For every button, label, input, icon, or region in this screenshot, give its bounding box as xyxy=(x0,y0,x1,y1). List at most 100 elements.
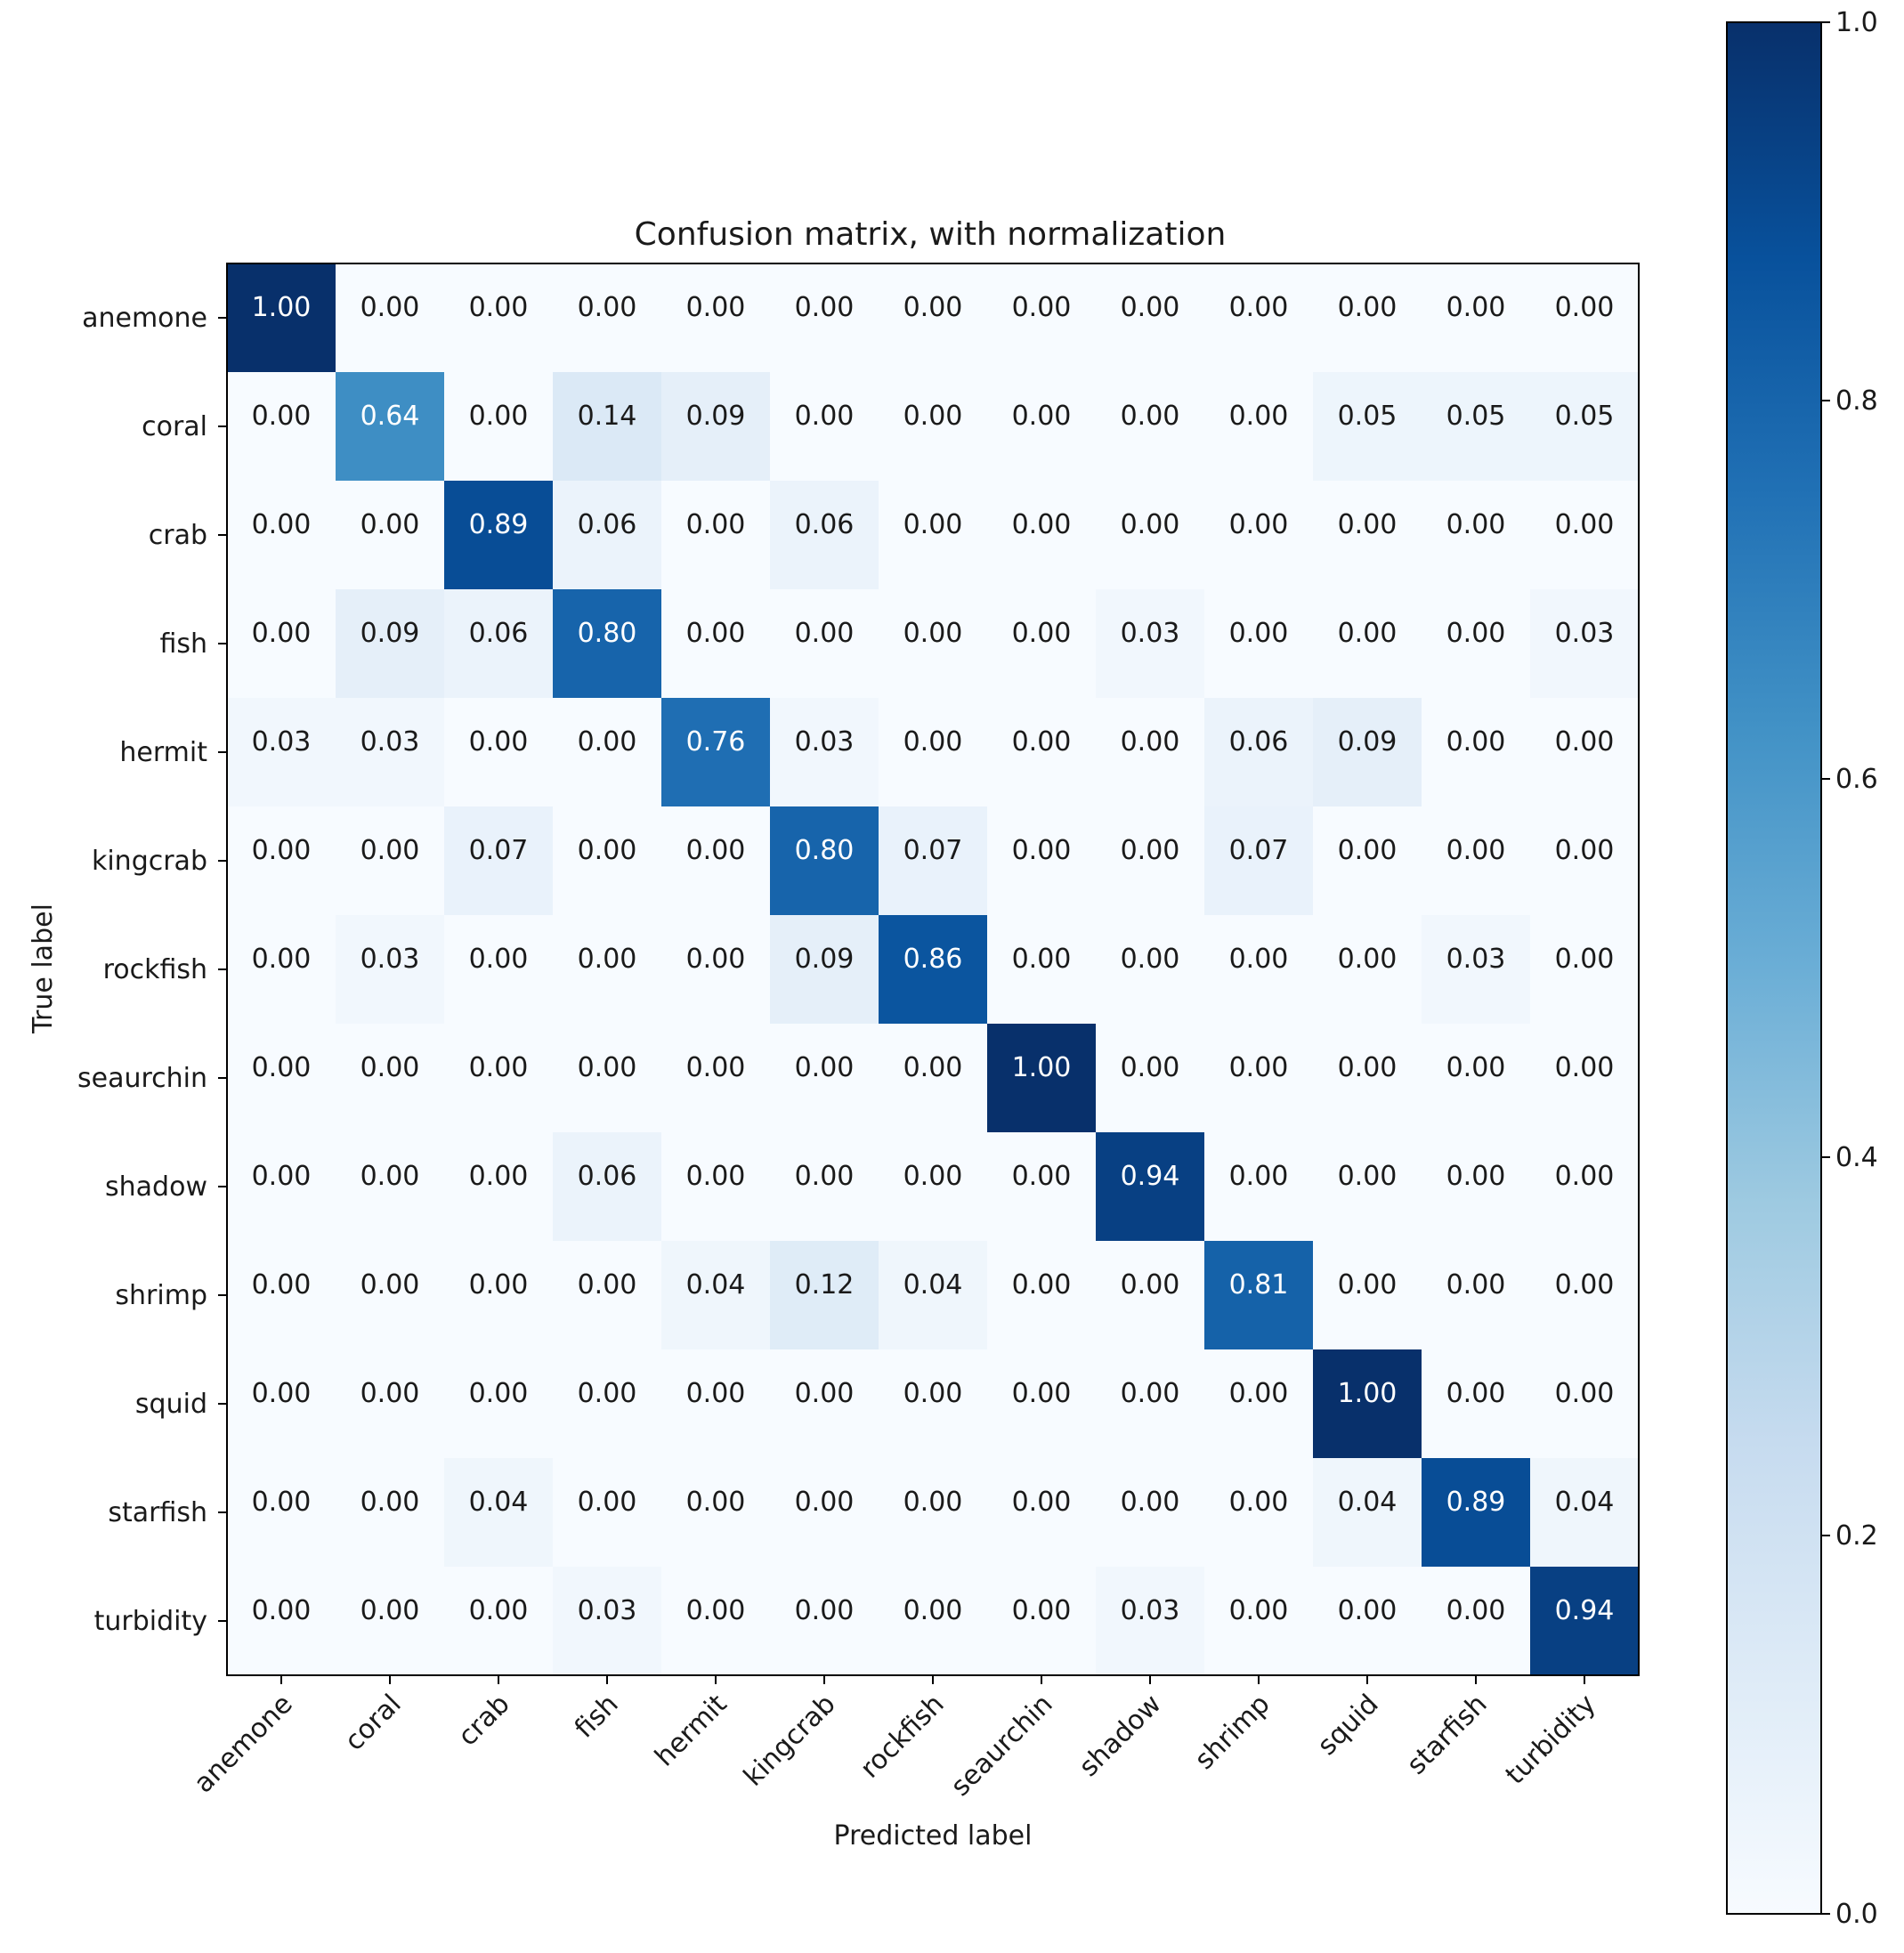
matrix-cell-label: 0.00 xyxy=(252,1595,312,1626)
matrix-cell xyxy=(661,1024,771,1133)
matrix-cell xyxy=(661,1567,771,1676)
matrix-cell-label: 0.00 xyxy=(469,1378,529,1409)
matrix-cell-label: 0.00 xyxy=(1012,1269,1072,1301)
matrix-cell xyxy=(987,1241,1097,1350)
matrix-cell-label: 0.00 xyxy=(1338,944,1398,975)
matrix-cell-label: 0.00 xyxy=(903,1487,963,1518)
colorbar-tick-label: 1.0 xyxy=(1835,7,1878,38)
matrix-cell xyxy=(661,1241,771,1350)
matrix-cell xyxy=(661,1458,771,1568)
matrix-cell-label: 0.00 xyxy=(361,292,420,323)
matrix-cell xyxy=(1422,698,1531,807)
x-tick-label: kingcrab xyxy=(738,1689,842,1793)
matrix-cell xyxy=(1204,1241,1314,1350)
matrix-cell-label: 0.05 xyxy=(1446,401,1506,432)
matrix-cell xyxy=(1422,1241,1531,1350)
matrix-cell-label: 0.00 xyxy=(1555,1161,1615,1192)
matrix-cell xyxy=(1313,915,1422,1025)
matrix-cell xyxy=(336,1241,445,1350)
matrix-cell-label: 0.00 xyxy=(1012,1378,1072,1409)
y-tick-label: kingcrab xyxy=(92,846,207,877)
x-tick-label: coral xyxy=(339,1689,408,1757)
matrix-cell xyxy=(444,1567,554,1676)
matrix-cell xyxy=(1422,372,1531,482)
matrix-cell xyxy=(336,1567,445,1676)
matrix-cell-label: 0.00 xyxy=(1229,1161,1289,1192)
matrix-cell-label: 0.03 xyxy=(252,726,312,758)
matrix-cell xyxy=(1096,372,1205,482)
matrix-cell xyxy=(227,1567,336,1676)
matrix-cell xyxy=(1313,589,1422,699)
matrix-cell-label: 0.05 xyxy=(1338,401,1398,432)
matrix-cell xyxy=(770,1349,879,1459)
matrix-cell-label: 0.94 xyxy=(1555,1595,1615,1626)
matrix-cell xyxy=(1313,481,1422,590)
matrix-cell-label: 0.00 xyxy=(795,1487,855,1518)
matrix-cell-label: 0.00 xyxy=(361,835,420,866)
matrix-cell-label: 0.00 xyxy=(1338,292,1398,323)
matrix-cell xyxy=(227,1458,336,1568)
matrix-cell xyxy=(1204,1349,1314,1459)
matrix-cell-label: 0.00 xyxy=(1446,835,1506,866)
matrix-cell-label: 0.00 xyxy=(903,726,963,758)
matrix-cell xyxy=(444,806,554,916)
matrix-cell-label: 0.89 xyxy=(1446,1487,1506,1518)
matrix-cell xyxy=(987,1458,1097,1568)
x-tick-label: seaurchin xyxy=(945,1689,1059,1803)
matrix-cell xyxy=(879,806,988,916)
matrix-cell-label: 0.00 xyxy=(1338,1595,1398,1626)
matrix-cell xyxy=(336,589,445,699)
matrix-cell xyxy=(1530,1567,1640,1676)
matrix-cell-label: 0.00 xyxy=(469,1269,529,1301)
y-tick-label: rockfish xyxy=(103,954,207,985)
matrix-cell xyxy=(1530,1458,1640,1568)
matrix-cell-label: 0.00 xyxy=(252,1378,312,1409)
matrix-cell-label: 1.00 xyxy=(1012,1052,1072,1083)
matrix-cell xyxy=(553,1349,662,1459)
matrix-cell-label: 0.07 xyxy=(1229,835,1289,866)
x-tick-label: shrimp xyxy=(1189,1689,1276,1776)
matrix-cell-label: 0.00 xyxy=(686,1052,746,1083)
matrix-cell-label: 0.00 xyxy=(1121,835,1180,866)
matrix-cell-label: 0.00 xyxy=(1229,1595,1289,1626)
matrix-cell-label: 0.00 xyxy=(1555,944,1615,975)
matrix-cell-label: 0.03 xyxy=(361,944,420,975)
matrix-cell xyxy=(336,806,445,916)
matrix-cell-label: 0.12 xyxy=(795,1269,855,1301)
matrix-cell-label: 0.00 xyxy=(252,1052,312,1083)
matrix-cell xyxy=(553,1458,662,1568)
matrix-cell xyxy=(770,589,879,699)
matrix-cell-label: 0.04 xyxy=(903,1269,963,1301)
matrix-cell xyxy=(879,1349,988,1459)
matrix-cell-label: 0.00 xyxy=(469,1595,529,1626)
matrix-cell xyxy=(770,481,879,590)
matrix-cell-label: 0.00 xyxy=(361,1487,420,1518)
chart-title: Confusion matrix, with normalization xyxy=(635,216,1227,253)
matrix-cell-label: 0.04 xyxy=(686,1269,746,1301)
matrix-cell-label: 0.03 xyxy=(1446,944,1506,975)
matrix-cell xyxy=(987,1132,1097,1242)
matrix-cell xyxy=(879,1241,988,1350)
matrix-cell-label: 0.00 xyxy=(686,835,746,866)
matrix-cell xyxy=(1096,263,1205,373)
matrix-cell-label: 0.00 xyxy=(1012,509,1072,540)
matrix-cell xyxy=(1530,698,1640,807)
matrix-cell xyxy=(987,698,1097,807)
matrix-cell-label: 0.00 xyxy=(1229,618,1289,649)
matrix-cell xyxy=(1422,806,1531,916)
matrix-cell-label: 0.81 xyxy=(1229,1269,1289,1301)
matrix-cell xyxy=(1204,1458,1314,1568)
matrix-cell xyxy=(770,1567,879,1676)
matrix-cell xyxy=(1204,481,1314,590)
matrix-cell xyxy=(553,1567,662,1676)
matrix-cell xyxy=(1313,1567,1422,1676)
matrix-cell xyxy=(227,263,336,373)
matrix-cell-label: 0.00 xyxy=(1555,726,1615,758)
matrix-cell xyxy=(227,1241,336,1350)
matrix-cell-label: 0.00 xyxy=(1338,509,1398,540)
x-tick-label: fish xyxy=(569,1689,625,1745)
matrix-cell-label: 0.09 xyxy=(361,618,420,649)
matrix-cell xyxy=(1422,1458,1531,1568)
matrix-cell-label: 0.00 xyxy=(1012,1595,1072,1626)
matrix-cell xyxy=(661,372,771,482)
